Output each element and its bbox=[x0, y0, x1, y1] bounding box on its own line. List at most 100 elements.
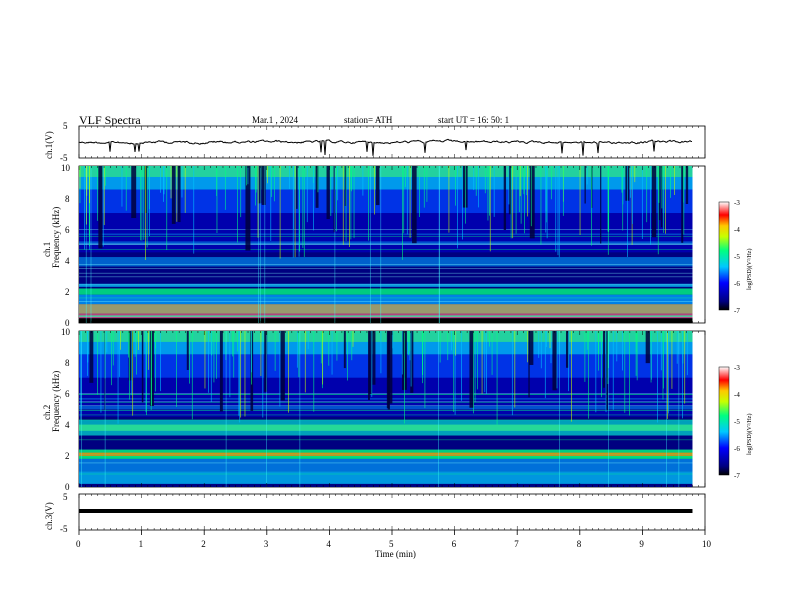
quiet-streak bbox=[387, 331, 393, 404]
x-tick-label-4: 4 bbox=[326, 539, 331, 549]
quiet-streak bbox=[333, 166, 335, 233]
quiet-streak bbox=[404, 331, 407, 390]
spectral-band bbox=[79, 294, 693, 305]
ch2-spec-ytick-6: 6 bbox=[65, 389, 70, 399]
quiet-streak bbox=[651, 166, 657, 238]
x-tick-label-9: 9 bbox=[639, 539, 644, 549]
quiet-streak bbox=[508, 166, 512, 215]
quiet-streak bbox=[529, 331, 534, 365]
start-time-label: start UT = 16: 50: 1 bbox=[438, 115, 509, 125]
spectral-band bbox=[79, 331, 693, 342]
quiet-streak bbox=[375, 166, 380, 206]
ch2-cb-tick-7: -7 bbox=[734, 472, 740, 480]
ch1-cb-tick-7: -7 bbox=[734, 307, 740, 315]
quiet-streak bbox=[141, 331, 144, 403]
quiet-streak bbox=[645, 331, 650, 364]
quiet-streak bbox=[98, 166, 103, 249]
quiet-streak bbox=[469, 331, 474, 408]
ch2-spec-ylabel: Frequency (kHz) bbox=[51, 371, 61, 432]
quiet-streak bbox=[600, 166, 602, 244]
quiet-streak bbox=[565, 331, 569, 368]
station-label: station= ATH bbox=[344, 115, 393, 125]
quiet-streak bbox=[368, 331, 370, 400]
quiet-streak bbox=[219, 331, 223, 412]
quiet-streak bbox=[326, 166, 330, 220]
quiet-streak bbox=[344, 166, 347, 206]
ch2-cb-tick-5: -5 bbox=[734, 418, 740, 426]
x-tick-label-7: 7 bbox=[514, 539, 519, 549]
spectral-band bbox=[79, 304, 693, 314]
ch1-spec-ytick-10: 10 bbox=[61, 163, 71, 173]
ch1-cb-tick-3: -3 bbox=[734, 199, 740, 207]
quiet-streak bbox=[144, 166, 148, 213]
ch2-cb-tick-3: -3 bbox=[734, 364, 740, 372]
ch1-ytick-neg5: -5 bbox=[60, 153, 68, 163]
ch1-waveform-panel: 5 -5 ch.1(V) bbox=[44, 121, 706, 163]
quiet-streak bbox=[280, 331, 285, 401]
ch1-spectrogram-panel: 10 8 6 4 2 0 ch.1 Frequency (kHz) -3 -4 … bbox=[42, 163, 753, 328]
time-axis: 0 1 2 3 4 5 6 7 8 9 10 bbox=[76, 126, 712, 549]
quiet-streak bbox=[552, 331, 557, 391]
quiet-streak bbox=[296, 166, 298, 209]
ch1-cb-tick-4: -4 bbox=[734, 226, 740, 234]
ch1-colorbar-label: log(PSD)(V²/Hz) bbox=[746, 249, 753, 290]
ch1-cb-tick-5: -5 bbox=[734, 253, 740, 261]
quiet-streak bbox=[315, 166, 319, 208]
quiet-streak bbox=[343, 331, 346, 369]
quiet-streak bbox=[131, 166, 137, 219]
spectral-band bbox=[79, 318, 693, 323]
spectral-band bbox=[79, 458, 693, 472]
ch3-ytick-5: 5 bbox=[63, 492, 68, 502]
quiet-streak bbox=[529, 166, 535, 239]
quiet-streak bbox=[584, 166, 586, 204]
quiet-streak bbox=[503, 166, 507, 230]
x-tick-label-6: 6 bbox=[452, 539, 457, 549]
spectral-band bbox=[79, 424, 693, 431]
quiet-streak bbox=[171, 166, 176, 224]
quiet-streak bbox=[685, 166, 689, 204]
quiet-streak bbox=[245, 166, 251, 251]
ch1-ytick-5: 5 bbox=[63, 121, 68, 131]
ch1-spec-ylabel: Frequency (kHz) bbox=[51, 207, 61, 268]
x-tick-label-5: 5 bbox=[389, 539, 394, 549]
spectral-band bbox=[79, 283, 693, 287]
x-tick-label-3: 3 bbox=[264, 539, 269, 549]
ch1-waveform-line bbox=[78, 138, 693, 156]
figure-title: VLF Spectra bbox=[79, 113, 141, 127]
quiet-streak bbox=[402, 331, 406, 390]
quiet-streak bbox=[386, 331, 390, 409]
date-label: Mar.1 , 2024 bbox=[252, 115, 298, 125]
ch2-cb-tick-6: -6 bbox=[734, 445, 740, 453]
quiet-streak bbox=[410, 331, 414, 393]
quiet-streak bbox=[528, 331, 530, 398]
ch2-spec-ytick-4: 4 bbox=[65, 420, 70, 430]
spectral-band bbox=[79, 257, 693, 267]
spectral-band bbox=[79, 354, 693, 378]
spectral-band bbox=[79, 398, 693, 400]
quiet-streak bbox=[257, 166, 262, 204]
ch1-colorbar bbox=[718, 201, 730, 311]
ch3-ytick-neg5: -5 bbox=[60, 524, 68, 534]
ch3-waveform-ylabel: ch.3(V) bbox=[44, 502, 54, 530]
ch1-spec-ytick-2: 2 bbox=[65, 287, 70, 297]
x-tick-label-2: 2 bbox=[201, 539, 206, 549]
spectral-band bbox=[79, 166, 693, 177]
quiet-streak bbox=[261, 166, 266, 205]
ch3-waveform-panel: 5 -5 ch.3(V) bbox=[44, 492, 706, 534]
quiet-streak bbox=[186, 331, 189, 370]
ch1-spec-ylabel-channel: ch.1 bbox=[42, 242, 52, 257]
ch2-spectrogram-panel: 10 8 6 4 2 0 ch.2 Frequency (kHz) -3 -4 … bbox=[42, 327, 753, 492]
quiet-streak bbox=[658, 166, 661, 221]
ch2-colorbar bbox=[718, 366, 730, 476]
quiet-streak bbox=[264, 331, 268, 392]
ch2-cb-tick-4: -4 bbox=[734, 391, 740, 399]
ch1-spec-ytick-0: 0 bbox=[65, 318, 70, 328]
quiet-streak bbox=[369, 331, 373, 395]
spectral-band bbox=[79, 241, 693, 245]
quiet-streak bbox=[89, 331, 94, 383]
ch1-spec-ytick-8: 8 bbox=[65, 194, 70, 204]
x-tick-label-1: 1 bbox=[139, 539, 144, 549]
ch2-spec-ytick-8: 8 bbox=[65, 358, 70, 368]
quiet-streak bbox=[412, 166, 417, 244]
